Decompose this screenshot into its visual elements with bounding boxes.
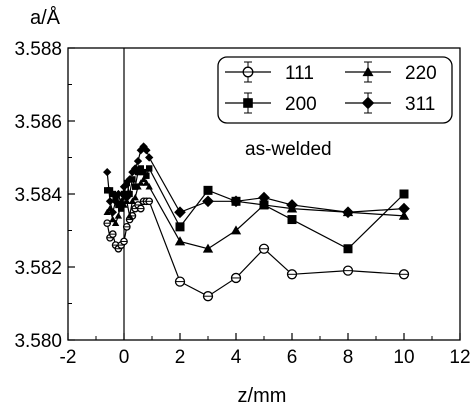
annotation-label: as-welded [245, 139, 332, 160]
data-point-311 [398, 202, 410, 215]
y-axis-title: a/Å [30, 6, 61, 29]
legend-label-220: 220 [405, 63, 437, 84]
data-point-200 [106, 187, 114, 194]
data-point-200 [146, 165, 153, 172]
data-point-220 [109, 215, 117, 223]
data-point-311 [125, 175, 134, 184]
legend: 111 220 200 311 [217, 56, 453, 124]
data-point-200 [123, 179, 130, 187]
data-point-311 [286, 199, 298, 211]
x-tick-label: 12 [449, 347, 470, 368]
data-point-311 [133, 156, 143, 166]
data-point-200 [126, 190, 133, 198]
series-layer [103, 142, 410, 302]
data-point-200 [134, 168, 142, 176]
y-tick-label: 3.586 [14, 112, 62, 133]
x-tick-label: 2 [175, 347, 186, 368]
data-point-311 [145, 153, 154, 162]
x-tick-label: 6 [287, 347, 298, 368]
data-point-220 [125, 212, 134, 219]
data-point-220 [174, 236, 186, 246]
data-point-311 [114, 189, 123, 199]
data-point-200 [143, 172, 150, 179]
y-tick-label: 3.584 [14, 185, 62, 206]
data-point-311 [230, 195, 242, 208]
data-point-220 [258, 199, 270, 209]
data-point-311 [258, 191, 270, 204]
data-point-220 [398, 210, 410, 220]
data-point-220 [114, 212, 123, 219]
x-tick-label: 8 [343, 347, 354, 368]
legend-label-111: 111 [285, 63, 314, 84]
data-point-311 [342, 206, 354, 219]
x-tick-label: 0 [119, 347, 130, 368]
data-point-311 [105, 197, 115, 206]
data-point-311 [131, 164, 140, 173]
legend-label-311: 311 [405, 94, 435, 115]
data-point-311 [122, 193, 131, 202]
data-point-200 [109, 190, 116, 198]
x-tick-label: -2 [60, 347, 77, 368]
data-point-200 [137, 165, 144, 172]
data-point-200 [203, 185, 213, 195]
legend-label-200: 200 [285, 94, 317, 115]
series-311 [103, 142, 410, 219]
x-tick-label: 4 [231, 347, 242, 368]
data-point-220 [137, 179, 145, 186]
series-111 [103, 197, 410, 302]
y-tick-label: 3.582 [14, 258, 62, 279]
data-point-220 [131, 193, 139, 201]
data-point-220 [145, 183, 153, 190]
data-point-311 [117, 200, 126, 210]
data-point-220 [128, 197, 137, 205]
data-point-200 [287, 215, 297, 225]
legend-box [217, 56, 453, 124]
x-axis-title: z/mm [238, 385, 287, 407]
legend-marker-220 [362, 66, 374, 77]
data-point-220 [202, 243, 214, 253]
data-point-200 [120, 190, 128, 198]
data-point-220 [103, 208, 111, 216]
legend-marker-311 [361, 96, 375, 110]
series-200 [104, 165, 409, 254]
data-point-220 [139, 175, 148, 183]
ticks: -2 0 2 4 6 8 10 12 3.580 3.582 3.584 3.586 3.588 [14, 39, 470, 368]
data-point-200 [399, 189, 409, 199]
legend-marker-200 [243, 98, 253, 108]
data-point-311 [202, 195, 214, 208]
data-point-220 [142, 179, 151, 186]
data-point-200 [343, 244, 353, 254]
data-point-311 [119, 182, 129, 191]
y-tick-label: 3.580 [14, 331, 62, 352]
data-point-311 [108, 208, 117, 217]
data-point-220 [230, 225, 242, 235]
data-point-311 [142, 146, 151, 155]
data-point-311 [103, 167, 112, 177]
data-point-220 [134, 183, 142, 190]
data-point-200 [175, 222, 185, 232]
y-tick-label: 3.588 [14, 39, 62, 60]
series-line-111 [106, 200, 405, 297]
data-point-200 [132, 183, 139, 190]
data-point-220 [111, 219, 120, 226]
data-point-200 [140, 168, 147, 176]
data-point-311 [174, 206, 186, 219]
data-point-311 [111, 197, 120, 206]
series-220 [103, 175, 410, 253]
x-tick-label: 10 [393, 347, 414, 368]
